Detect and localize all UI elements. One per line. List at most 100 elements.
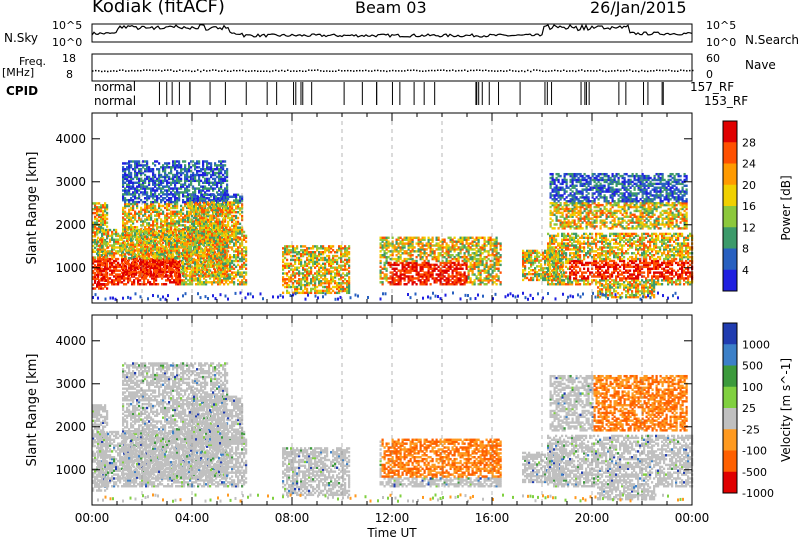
data-cell <box>128 209 130 211</box>
data-cell <box>150 271 152 273</box>
data-cell <box>344 288 346 290</box>
data-cell <box>146 160 148 162</box>
data-cell <box>140 207 142 209</box>
data-cell <box>168 166 170 168</box>
data-cell <box>212 255 214 257</box>
data-cell <box>207 194 209 196</box>
data-cell <box>216 261 218 263</box>
data-cell <box>117 269 119 271</box>
data-cell <box>182 216 184 218</box>
data-cell <box>190 271 192 273</box>
data-cell <box>229 217 231 219</box>
data-cell <box>344 245 346 247</box>
data-cell <box>178 261 180 263</box>
data-cell <box>168 162 170 164</box>
data-cell <box>146 222 148 224</box>
data-cell <box>138 168 140 170</box>
data-cell <box>126 199 128 201</box>
data-cell <box>388 281 390 283</box>
data-cell <box>154 214 156 216</box>
data-cell <box>336 282 338 284</box>
data-cell <box>164 263 166 265</box>
data-cell <box>103 273 105 275</box>
data-cell <box>306 268 308 270</box>
data-cell <box>201 240 203 242</box>
data-cell <box>172 211 174 213</box>
data-cell <box>212 168 214 170</box>
data-cell <box>94 231 96 233</box>
data-cell <box>134 201 136 203</box>
data-cell <box>388 237 390 239</box>
data-cell <box>173 279 175 281</box>
data-cell <box>390 275 392 277</box>
data-cell <box>182 249 184 251</box>
data-cell <box>380 281 382 283</box>
data-cell <box>160 174 162 176</box>
data-cell <box>196 170 198 172</box>
data-cell <box>197 203 199 205</box>
data-cell <box>144 236 146 238</box>
data-cell <box>211 226 213 228</box>
data-cell <box>128 160 130 162</box>
data-cell <box>117 233 119 235</box>
data-cell <box>142 164 144 166</box>
data-cell <box>180 209 182 211</box>
data-cell <box>404 264 406 266</box>
data-cell <box>144 245 146 247</box>
data-cell <box>328 245 330 247</box>
data-cell <box>199 197 201 199</box>
data-cell <box>224 263 226 265</box>
data-cell <box>142 247 144 249</box>
data-cell <box>160 199 162 201</box>
data-cell <box>398 269 400 271</box>
data-cell <box>196 245 198 247</box>
data-cell <box>346 272 348 274</box>
data-cell <box>380 266 382 268</box>
data-cell <box>152 255 154 257</box>
data-cell <box>107 229 109 231</box>
data-cell <box>394 262 396 264</box>
data-cell <box>214 187 216 189</box>
data-cell <box>221 279 223 281</box>
data-cell <box>310 266 312 268</box>
data-cell <box>106 222 108 224</box>
data-cell <box>202 267 204 269</box>
data-cell <box>308 282 310 284</box>
data-cell <box>158 251 160 253</box>
data-cell <box>209 217 211 219</box>
data-cell <box>148 222 150 224</box>
data-cell <box>229 273 231 275</box>
data-cell <box>150 201 152 203</box>
data-cell <box>394 268 396 270</box>
data-cell <box>132 220 134 222</box>
data-cell <box>245 240 247 242</box>
data-cell <box>164 228 166 230</box>
data-cell <box>183 279 185 281</box>
data-cell <box>180 183 182 185</box>
data-cell <box>105 268 107 270</box>
data-cell <box>176 211 178 213</box>
data-cell <box>115 239 117 241</box>
data-cell <box>334 266 336 268</box>
data-cell <box>115 264 117 266</box>
data-cell <box>182 207 184 209</box>
data-cell <box>294 255 296 257</box>
data-cell <box>342 272 344 274</box>
data-cell <box>398 256 400 258</box>
data-cell <box>218 168 220 170</box>
data-cell <box>222 164 224 166</box>
data-cell <box>199 223 201 225</box>
data-cell <box>320 251 322 253</box>
data-cell <box>384 273 386 275</box>
data-cell <box>184 174 186 176</box>
data-cell <box>225 203 227 205</box>
data-cell <box>288 245 290 247</box>
data-cell <box>318 263 320 265</box>
data-cell <box>220 191 222 193</box>
data-cell <box>292 268 294 270</box>
data-cell <box>245 246 247 248</box>
data-cell <box>237 221 239 223</box>
data-cell <box>245 235 247 237</box>
data-cell <box>208 269 210 271</box>
data-cell <box>174 191 176 193</box>
